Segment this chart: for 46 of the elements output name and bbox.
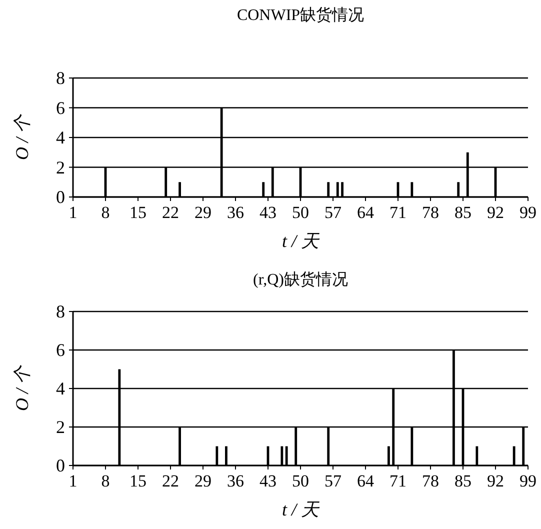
x-tick-label: 22: [162, 203, 179, 222]
x-tick-label: 92: [487, 203, 504, 222]
x-tick-label: 15: [130, 203, 146, 222]
y-tick-label: 4: [56, 378, 65, 398]
x-tick-label: 36: [227, 203, 244, 222]
y-tick-label: 4: [56, 128, 65, 148]
y-tick-label: 8: [56, 68, 65, 88]
x-tick-label: 71: [390, 203, 406, 222]
x-tick-label: 29: [194, 203, 212, 222]
x-tick-label: 85: [454, 472, 472, 490]
x-tick-label: 57: [324, 472, 342, 490]
x-tick-label: 50: [292, 203, 309, 222]
x-tick-label: 78: [422, 203, 439, 222]
y-tick-label: 6: [56, 340, 65, 360]
y-tick-label: 2: [56, 417, 65, 437]
x-axis-title: t / 天: [282, 500, 320, 520]
x-tick-label: 15: [130, 472, 146, 490]
x-tick-label: 99: [520, 472, 536, 490]
y-tick-label: 0: [56, 456, 65, 476]
x-tick-label: 71: [390, 472, 406, 490]
x-tick-label: 1: [68, 472, 78, 490]
x-tick-label: 1: [68, 203, 78, 222]
x-tick-label: 43: [260, 203, 276, 222]
y-tick-label: 6: [56, 98, 65, 118]
x-tick-label: 29: [194, 472, 212, 490]
x-tick-label: 36: [227, 472, 244, 490]
y-axis-title: O / 个: [12, 113, 32, 160]
x-tick-label: 78: [422, 472, 439, 490]
y-axis-title: O / 个: [12, 364, 32, 411]
x-axis-title: t / 天: [282, 231, 320, 251]
x-tick-label: 57: [324, 203, 342, 222]
x-tick-label: 43: [260, 472, 276, 490]
x-tick-label: 8: [101, 203, 110, 222]
x-tick-label: 8: [101, 472, 110, 490]
x-tick-label: 50: [292, 472, 309, 490]
x-tick-label: 64: [357, 203, 374, 222]
chart-title: CONWIP缺货情况: [236, 6, 364, 24]
chart-title: (r,Q)缺货情况: [253, 270, 348, 288]
y-tick-label: 8: [56, 302, 65, 322]
y-tick-label: 0: [56, 187, 65, 207]
x-tick-label: 22: [162, 472, 179, 490]
x-tick-label: 85: [454, 203, 472, 222]
x-tick-label: 64: [357, 472, 374, 490]
x-tick-label: 99: [520, 203, 536, 222]
x-tick-label: 92: [487, 472, 504, 490]
y-tick-label: 2: [56, 157, 65, 178]
